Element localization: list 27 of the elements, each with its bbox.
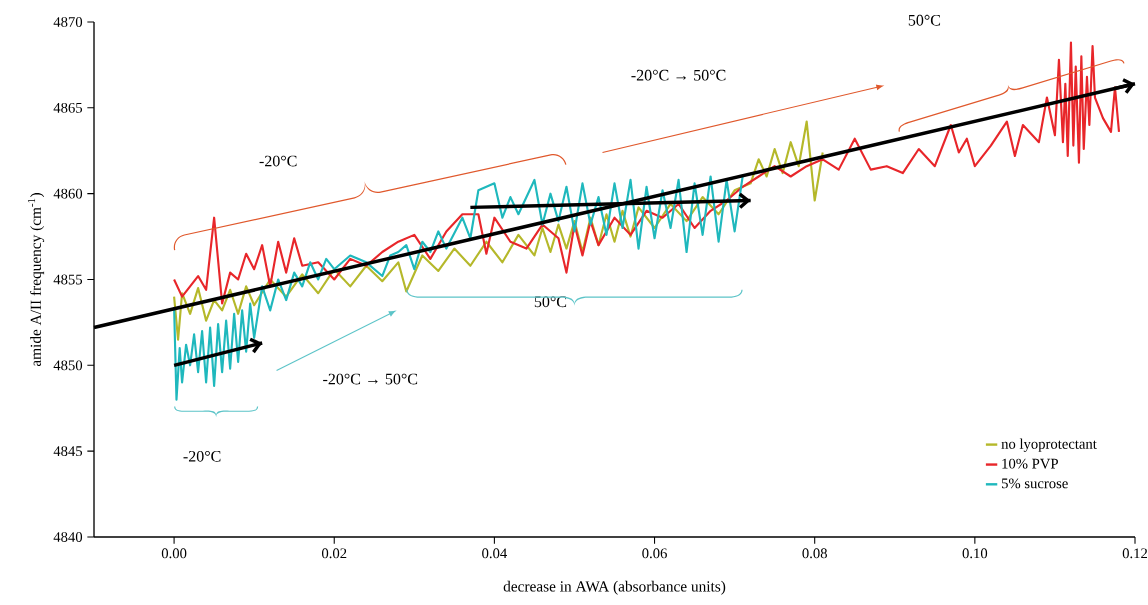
y-tick-label: 4850 <box>53 360 83 371</box>
x-tick-label: 0.04 <box>482 548 507 559</box>
legend-label: 5% sucrose <box>1001 478 1068 489</box>
legend-label: 10% PVP <box>1002 458 1058 469</box>
x-tick-label: 0.12 <box>1122 548 1148 559</box>
annotation: -20°C <box>183 450 221 462</box>
annotation: 50°C <box>534 296 567 308</box>
line-series <box>173 120 824 341</box>
y-tick-label: 4845 <box>53 446 83 457</box>
x-tick-label: 0.00 <box>161 548 187 559</box>
y-tick-label: 4870 <box>53 17 83 27</box>
annotation: 50°C <box>908 14 941 26</box>
x-tick-label: 0.06 <box>642 548 667 559</box>
annotation: -20°C → 50°C <box>631 69 726 81</box>
x-tick-label: 0.02 <box>321 548 347 559</box>
annotation: -20°C → 50°C <box>323 373 418 385</box>
line-series <box>173 175 744 401</box>
y-axis-title: amide A/II frequency (cm$^{-1}$) <box>27 192 45 367</box>
y-tick-label: 4860 <box>53 188 83 199</box>
x-axis-title: decrease in AWA (absorbance units) <box>503 580 726 595</box>
annotation: -20°C <box>259 155 297 167</box>
y-tick-label: 4865 <box>53 102 83 113</box>
x-tick-label: 0.08 <box>802 548 827 559</box>
y-tick-label: 4855 <box>53 274 83 285</box>
x-tick-label: 0.10 <box>962 548 988 559</box>
y-tick-label: 4840 <box>53 532 83 542</box>
legend-label: no lyoprotectant <box>1001 438 1097 452</box>
